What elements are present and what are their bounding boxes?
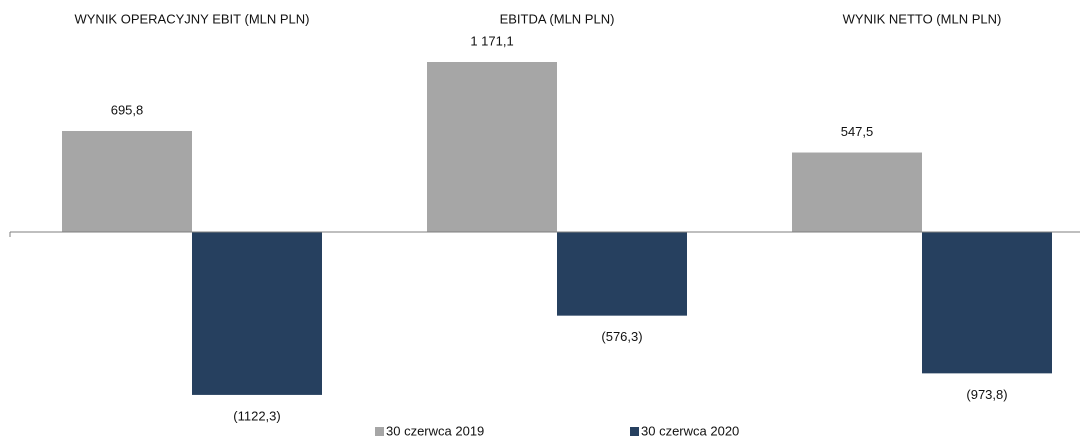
legend-swatch <box>630 427 639 436</box>
bar <box>922 232 1052 374</box>
legend-label: 30 czerwca 2019 <box>386 423 484 438</box>
bar <box>427 62 557 232</box>
value-label: 695,8 <box>111 102 144 117</box>
category-label: WYNIK OPERACYJNY EBIT (MLN PLN) <box>74 11 309 26</box>
category-label: EBITDA (MLN PLN) <box>500 11 615 26</box>
legend-label: 30 czerwca 2020 <box>641 423 739 438</box>
bar <box>557 232 687 316</box>
bar <box>192 232 322 395</box>
value-label: (973,8) <box>966 387 1007 402</box>
bar <box>62 130 192 232</box>
bar <box>792 152 922 232</box>
value-label: 1 171,1 <box>470 33 513 48</box>
value-label: 547,5 <box>841 124 874 139</box>
value-label: (576,3) <box>601 329 642 344</box>
value-label: (1122,3) <box>233 408 280 423</box>
legend-swatch <box>375 427 384 436</box>
category-label: WYNIK NETTO (MLN PLN) <box>843 11 1002 26</box>
